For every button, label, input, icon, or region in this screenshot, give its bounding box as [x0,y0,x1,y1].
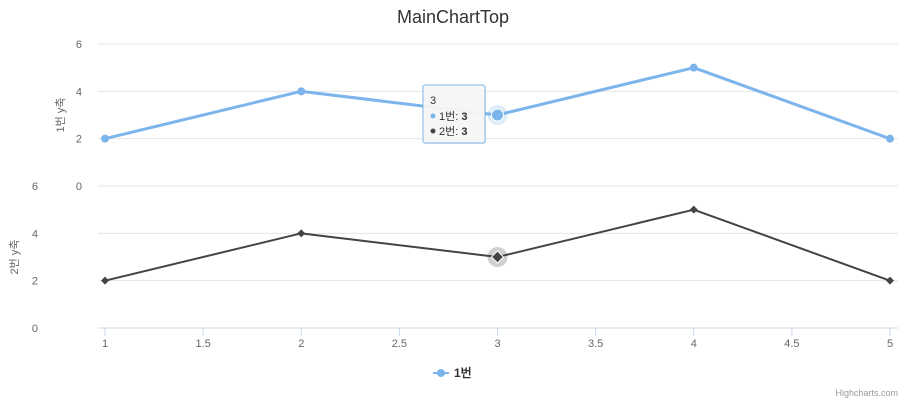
x-tick-label: 2 [298,338,304,350]
tooltip: 31번: 32번: 3 [422,84,486,144]
y-tick-label: 4 [32,228,38,240]
data-point [689,205,698,214]
y-tick-label: 6 [76,39,82,51]
data-point [886,276,894,285]
tooltip-row: 2번: 3 [439,125,467,138]
data-point [297,87,306,96]
chart-title: MainChartTop [397,7,509,27]
x-tick-label: 3.5 [588,338,603,350]
hover-point [491,108,504,122]
y-tick-label: 2 [76,134,82,146]
data-point [101,276,109,285]
y-axis-title: 1번 y축 [54,98,67,133]
legend-item-1[interactable]: 1번 [433,365,472,380]
x-tick-label: 1 [102,338,108,350]
tooltip-row-value: 3 [461,111,467,123]
y-tick-label: 6 [32,181,38,193]
tooltip-row-label: 2번: [439,125,461,138]
y-tick-label: 2 [32,276,38,288]
data-point [689,63,698,72]
credits-link[interactable]: Highcharts.com [835,388,898,398]
legend-label: 1번 [454,365,472,380]
tooltip-bullet [430,128,436,134]
hover-point [490,250,505,264]
series-line [104,208,891,282]
x-tick-label: 1.5 [195,338,210,350]
tooltip-row: 1번: 3 [439,110,467,123]
tooltip-bullet [430,113,436,119]
x-tick-label: 3 [494,338,500,350]
tooltip-header: 3 [430,95,436,107]
tooltip-box [422,84,486,144]
data-point [886,134,894,143]
x-tick-label: 4.5 [784,338,799,350]
x-tick-label: 5 [887,338,893,350]
y-tick-label: 0 [76,181,82,193]
y-tick-label: 4 [76,86,82,98]
y-tick-label: 0 [32,323,38,335]
tooltip-row-value: 3 [461,126,467,138]
data-point [101,134,109,143]
legend-marker [437,369,445,377]
tooltip-row-label: 1번: [439,110,461,123]
y-axis-title: 2번 y축 [8,240,21,275]
x-tick-label: 4 [691,338,697,350]
data-point [297,229,306,238]
x-tick-label: 2.5 [392,338,407,350]
series-line [104,66,891,141]
